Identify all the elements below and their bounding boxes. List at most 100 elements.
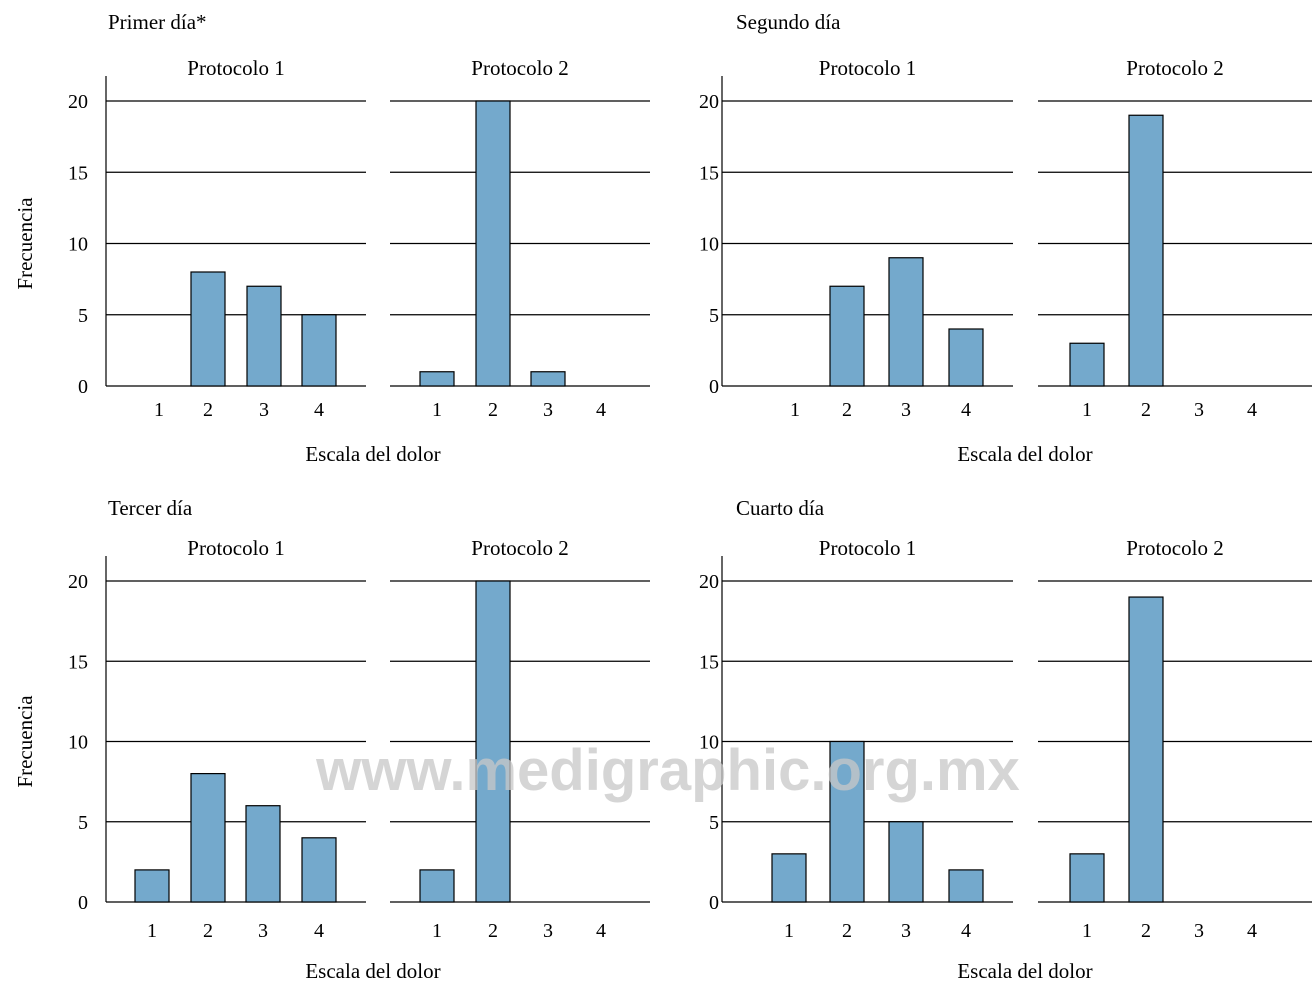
x-tick-label: 1 (432, 399, 442, 421)
x-tick-label: 2 (1141, 920, 1151, 942)
bar (771, 853, 807, 903)
x-tick-label: 3 (1194, 399, 1204, 421)
chart-panel-1: Primer día* 0 5 10 15 20 Frecuencia Protocolo 1… (13, 10, 650, 466)
y-tick-label: 10 (68, 732, 88, 754)
x-tick-label: 2 (842, 920, 852, 942)
bar (1128, 596, 1164, 903)
x-axis-label: Escala del dolor (305, 442, 440, 466)
y-tick-label: 10 (699, 234, 719, 256)
bar (301, 837, 337, 903)
bar (888, 821, 924, 903)
x-tick-label: 1 (784, 920, 794, 942)
y-tick-label: 0 (78, 892, 88, 914)
subpanel-1: Protocolo 1 1 2 3 4 (106, 56, 366, 421)
bar (1128, 114, 1164, 387)
chart-title: Segundo día (736, 10, 841, 34)
y-tick-label: 5 (78, 305, 88, 327)
x-tick-label: 4 (961, 920, 971, 942)
bar (245, 805, 281, 903)
subpanel-1: Protocolo 1 1 2 3 4 (722, 56, 1013, 421)
subpanel-title: Protocolo 1 (819, 56, 916, 80)
subpanel-2: Protocolo 2 1 2 3 4 (1038, 56, 1312, 421)
y-tick-label: 15 (68, 162, 88, 184)
x-tick-label: 4 (596, 399, 606, 421)
x-tick-label: 4 (314, 399, 324, 421)
y-tick-label: 10 (68, 234, 88, 256)
subpanel-title: Protocolo 1 (187, 536, 284, 560)
chart-panel-3: Tercer día 0 5 10 15 20 Frecuencia Protocolo 1 1… (13, 496, 650, 983)
y-tick-label: 5 (709, 305, 719, 327)
y-tick-label: 15 (68, 651, 88, 673)
chart-title: Tercer día (108, 496, 193, 520)
x-axis-label: Escala del dolor (957, 442, 1092, 466)
x-tick-label: 2 (203, 399, 213, 421)
x-tick-label: 4 (1247, 920, 1257, 942)
x-tick-label: 3 (1194, 920, 1204, 942)
x-tick-label: 1 (1082, 920, 1092, 942)
bar (1069, 853, 1105, 903)
bar (301, 314, 337, 387)
x-tick-label: 3 (258, 920, 268, 942)
bar (246, 285, 282, 387)
x-axis-label: Escala del dolor (305, 959, 440, 983)
x-tick-label: 3 (543, 920, 553, 942)
y-tick-label: 15 (699, 162, 719, 184)
y-tick-label: 20 (68, 571, 88, 593)
bar (190, 772, 226, 903)
bar (419, 371, 455, 387)
bar (1069, 342, 1105, 387)
x-tick-label: 3 (901, 399, 911, 421)
bar (530, 371, 566, 387)
subpanel-title: Protocolo 2 (1126, 56, 1223, 80)
x-tick-label: 2 (488, 399, 498, 421)
subpanel-title: Protocolo 2 (471, 56, 568, 80)
subpanel-1: Protocolo 1 1 2 3 4 (722, 536, 1013, 942)
y-axis-label: Frecuencia (13, 197, 37, 290)
bar (948, 869, 984, 903)
y-tick-label: 5 (78, 812, 88, 834)
x-tick-label: 1 (1082, 399, 1092, 421)
x-tick-label: 3 (901, 920, 911, 942)
x-tick-label: 2 (1141, 399, 1151, 421)
x-tick-label: 1 (790, 399, 800, 421)
x-tick-label: 3 (259, 399, 269, 421)
y-tick-label: 15 (699, 651, 719, 673)
y-axis-label: Frecuencia (13, 695, 37, 788)
bar (190, 271, 226, 387)
y-tick-label: 0 (709, 376, 719, 398)
x-tick-label: 4 (961, 399, 971, 421)
y-tick-label: 10 (699, 732, 719, 754)
subpanel-title: Protocolo 1 (819, 536, 916, 560)
bar (134, 869, 170, 903)
x-axis-label: Escala del dolor (957, 959, 1092, 983)
chart-title: Cuarto día (736, 496, 825, 520)
x-tick-label: 1 (147, 920, 157, 942)
y-tick-label: 5 (709, 812, 719, 834)
x-tick-label: 2 (488, 920, 498, 942)
subpanel-2: Protocolo 2 1 2 3 4 (1038, 536, 1312, 942)
bar (948, 328, 984, 387)
x-tick-label: 4 (314, 920, 324, 942)
subpanel-title: Protocolo 1 (187, 56, 284, 80)
bar (475, 100, 511, 387)
x-tick-label: 2 (842, 399, 852, 421)
x-tick-label: 1 (432, 920, 442, 942)
bar (419, 869, 455, 903)
bar (829, 285, 865, 387)
subpanel-2: Protocolo 2 1 2 3 4 (390, 536, 650, 942)
y-tick-label: 20 (699, 571, 719, 593)
subpanel-title: Protocolo 2 (471, 536, 568, 560)
x-tick-label: 2 (203, 920, 213, 942)
subpanel-1: Protocolo 1 1 2 3 4 (106, 536, 366, 942)
bar (829, 740, 865, 903)
bar (475, 580, 511, 903)
y-tick-label: 20 (68, 91, 88, 113)
subpanel-title: Protocolo 2 (1126, 536, 1223, 560)
watermark-text: www.medigraphic.org.mx (315, 738, 1020, 803)
y-tick-label: 20 (699, 91, 719, 113)
bar (888, 257, 924, 387)
y-tick-label: 0 (709, 892, 719, 914)
chart-title: Primer día* (108, 10, 207, 34)
